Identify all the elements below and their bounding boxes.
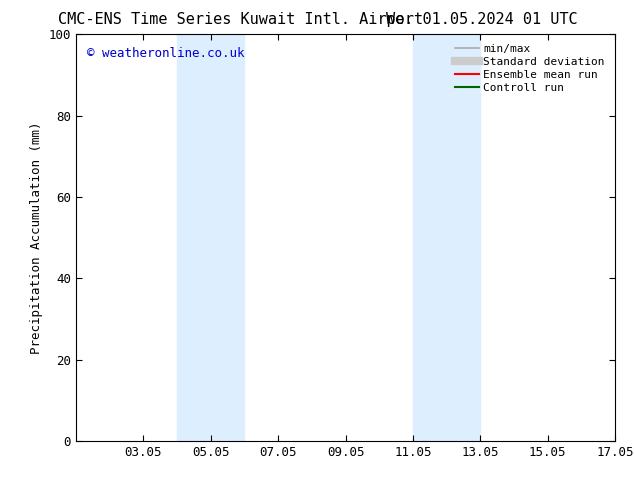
Y-axis label: Precipitation Accumulation (mm): Precipitation Accumulation (mm) <box>30 122 43 354</box>
Text: CMC-ENS Time Series Kuwait Intl. Airport: CMC-ENS Time Series Kuwait Intl. Airport <box>58 12 424 27</box>
Text: © weatheronline.co.uk: © weatheronline.co.uk <box>87 47 244 59</box>
Legend: min/max, Standard deviation, Ensemble mean run, Controll run: min/max, Standard deviation, Ensemble me… <box>450 40 609 97</box>
Bar <box>413 34 481 441</box>
Text: We. 01.05.2024 01 UTC: We. 01.05.2024 01 UTC <box>386 12 578 27</box>
Bar <box>177 34 245 441</box>
